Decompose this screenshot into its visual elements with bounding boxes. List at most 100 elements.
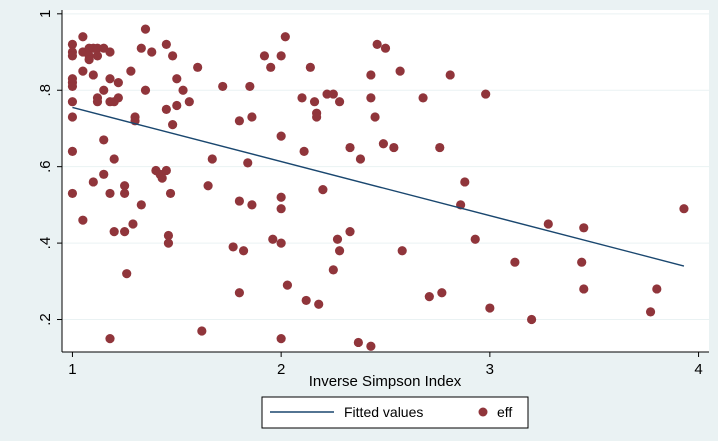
eff-point bbox=[355, 154, 366, 164]
eff-point bbox=[193, 62, 203, 72]
eff-point bbox=[312, 112, 322, 122]
y-tick-label: .6 bbox=[37, 160, 54, 173]
eff-point bbox=[276, 334, 286, 344]
eff-point bbox=[120, 181, 130, 191]
eff-point bbox=[234, 116, 245, 126]
gridlines bbox=[62, 13, 709, 321]
eff-point bbox=[259, 51, 270, 61]
eff-point bbox=[172, 100, 182, 111]
eff-point bbox=[168, 51, 178, 61]
eff-point bbox=[88, 70, 98, 80]
eff-point bbox=[105, 47, 115, 57]
eff-point bbox=[109, 154, 119, 164]
eff-point bbox=[345, 227, 355, 237]
eff-point bbox=[366, 341, 376, 351]
eff-point bbox=[99, 85, 109, 95]
eff-point bbox=[435, 142, 445, 153]
y-tick-label: .2 bbox=[37, 313, 54, 326]
eff-point bbox=[328, 265, 338, 275]
eff-point bbox=[247, 112, 257, 122]
eff-point bbox=[113, 78, 123, 88]
eff-point bbox=[234, 288, 245, 298]
eff-point bbox=[460, 177, 470, 187]
eff-point bbox=[579, 223, 589, 233]
plot-area bbox=[62, 10, 709, 352]
eff-point bbox=[309, 97, 320, 107]
eff-point bbox=[276, 238, 286, 248]
eff-point bbox=[314, 299, 324, 309]
y-tick-label: .4 bbox=[37, 237, 54, 250]
eff-point bbox=[280, 32, 290, 42]
x-axis-title: Inverse Simpson Index bbox=[309, 373, 462, 390]
eff-point bbox=[305, 62, 315, 72]
eff-point bbox=[485, 303, 495, 313]
eff-point bbox=[67, 51, 78, 61]
eff-point bbox=[109, 227, 119, 237]
eff-point bbox=[163, 230, 174, 241]
eff-point bbox=[67, 146, 78, 156]
eff-points bbox=[67, 24, 689, 351]
eff-point bbox=[105, 74, 115, 84]
eff-point bbox=[334, 97, 345, 107]
eff-point bbox=[234, 196, 245, 206]
eff-point bbox=[67, 188, 78, 199]
eff-point bbox=[113, 93, 123, 103]
eff-point bbox=[147, 47, 157, 57]
eff-point bbox=[318, 184, 328, 195]
eff-point bbox=[128, 219, 138, 229]
eff-point bbox=[543, 219, 553, 229]
eff-point bbox=[282, 280, 293, 290]
eff-point bbox=[577, 257, 587, 267]
eff-point bbox=[161, 39, 171, 49]
eff-point bbox=[197, 326, 207, 336]
eff-point bbox=[345, 142, 355, 153]
legend-label-fitted-values: Fitted values bbox=[344, 404, 423, 420]
eff-point bbox=[328, 89, 338, 99]
eff-point bbox=[105, 188, 115, 199]
eff-point bbox=[161, 165, 171, 176]
eff-point bbox=[136, 200, 146, 210]
eff-point bbox=[140, 85, 151, 95]
legend-point-swatch bbox=[478, 407, 488, 417]
eff-point bbox=[105, 334, 115, 344]
eff-point bbox=[207, 154, 217, 164]
eff-point bbox=[163, 238, 174, 248]
eff-point bbox=[334, 246, 345, 256]
eff-point bbox=[332, 234, 343, 244]
eff-point bbox=[276, 51, 286, 61]
eff-point bbox=[126, 66, 136, 76]
eff-point bbox=[67, 112, 78, 122]
eff-point bbox=[203, 181, 213, 191]
eff-point bbox=[67, 81, 78, 92]
eff-point bbox=[395, 66, 405, 76]
eff-point bbox=[238, 246, 249, 256]
eff-point bbox=[276, 131, 286, 141]
x-tick-label: 1 bbox=[68, 361, 76, 378]
eff-point bbox=[380, 43, 391, 53]
eff-point bbox=[161, 104, 171, 114]
y-tick-label: .8 bbox=[37, 84, 54, 97]
eff-point bbox=[437, 288, 447, 298]
eff-point bbox=[157, 173, 167, 183]
eff-point bbox=[172, 74, 182, 84]
y-axis-ticks: .2 .4 .6 .8 1 bbox=[37, 10, 62, 326]
eff-point bbox=[78, 215, 88, 225]
eff-point bbox=[120, 227, 130, 237]
y-tick-label: 1 bbox=[37, 10, 54, 18]
eff-point bbox=[92, 97, 103, 107]
eff-point bbox=[266, 62, 276, 72]
eff-point bbox=[397, 246, 407, 256]
eff-point bbox=[389, 142, 399, 153]
eff-point bbox=[67, 39, 78, 49]
eff-point bbox=[526, 314, 537, 325]
eff-point bbox=[366, 93, 376, 103]
eff-point bbox=[67, 97, 78, 107]
eff-point bbox=[78, 66, 88, 76]
eff-point bbox=[88, 177, 98, 187]
eff-point bbox=[510, 257, 520, 267]
eff-point bbox=[353, 337, 363, 348]
x-tick-label: 2 bbox=[277, 361, 285, 378]
eff-point bbox=[168, 120, 178, 130]
eff-point bbox=[120, 188, 130, 199]
